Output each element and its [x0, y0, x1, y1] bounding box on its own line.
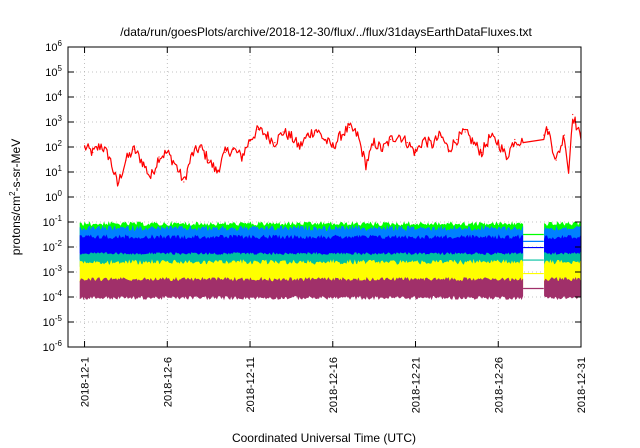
x-tick-label: 2018-12-11	[245, 357, 257, 412]
series-band-6	[544, 277, 581, 301]
x-axis-label: Coordinated Universal Time (UTC)	[232, 431, 416, 445]
y-tick-label: 10-3	[43, 264, 63, 279]
series-point-0	[505, 156, 508, 158]
series-point-0	[555, 159, 557, 161]
series-point-0	[249, 138, 251, 141]
y-tick-label: 106	[45, 39, 62, 54]
series-point-0	[191, 153, 193, 156]
series-point-0	[464, 131, 466, 133]
series-point-0	[472, 141, 475, 144]
series-point-0	[299, 146, 301, 148]
series-point-0	[150, 176, 152, 179]
series-point-0	[265, 134, 268, 136]
series-point-0	[307, 134, 309, 136]
series-point-0	[448, 148, 450, 151]
series-point-0	[423, 138, 425, 141]
series-point-0	[348, 126, 350, 129]
x-tick-label: 2018-12-1	[80, 357, 92, 407]
series-point-0	[390, 138, 392, 141]
series-point-0	[567, 171, 570, 173]
plot-area	[79, 113, 582, 301]
series-point-0	[381, 148, 384, 151]
series-point-0	[398, 134, 400, 136]
series-point-0	[100, 144, 102, 146]
series-point-0	[373, 141, 375, 144]
grid	[68, 46, 582, 348]
series-point-0	[414, 151, 417, 154]
series-point-0	[257, 128, 259, 131]
series-point-0	[522, 141, 524, 144]
y-tick-label: 10-1	[43, 214, 63, 229]
y-tick-label: 10-6	[43, 339, 63, 354]
y-tick-label: 101	[45, 164, 62, 179]
series-point-0	[365, 163, 367, 166]
series-point-0	[216, 171, 218, 173]
y-tick-label: 10-4	[43, 289, 63, 304]
series-point-0	[323, 138, 326, 141]
series-point-0	[406, 141, 408, 144]
series-point-0	[92, 151, 94, 154]
series-point-0	[141, 161, 144, 163]
series-point-0	[543, 134, 545, 136]
series-point-0	[497, 141, 499, 144]
series-point-0	[117, 184, 119, 186]
y-tick-label: 103	[45, 114, 62, 129]
series-point-0	[158, 156, 160, 158]
series-point-0	[332, 146, 334, 148]
x-tick-label: 2018-12-16	[328, 357, 340, 413]
series-point-0	[563, 134, 566, 136]
series-point-0	[431, 144, 433, 146]
series-point-0	[208, 159, 210, 161]
series-point-0	[456, 138, 458, 141]
x-tick-label: 2018-12-31	[576, 357, 588, 413]
y-axis-label: protons/cm2-s-sr-MeV	[8, 139, 23, 255]
y-tick-label: 105	[45, 64, 62, 79]
series-point-0	[224, 151, 226, 154]
series-point-0	[290, 136, 293, 138]
series-point-0	[174, 163, 177, 166]
series-point-0	[183, 181, 185, 183]
series-point-0	[356, 134, 359, 136]
y-tick-label: 10-2	[43, 239, 63, 254]
x-axis: 2018-12-1 2018-12-6 2018-12-11 2018-12-16 20…	[80, 47, 588, 413]
series-point-0	[199, 146, 201, 148]
series-point-0	[489, 136, 491, 138]
y-tick-label: 100	[45, 189, 62, 204]
series-point-0	[315, 128, 317, 131]
series-point-0	[572, 113, 574, 116]
series-point-0	[241, 156, 243, 158]
chart-title: /data/run/goesPlots/archive/2018-12-30/f…	[120, 25, 532, 39]
series-point-0	[166, 151, 168, 154]
series-band-6	[79, 276, 524, 301]
series-point-0	[232, 148, 235, 151]
series-point-0	[133, 148, 135, 151]
y-axis: 10-6 10-5 10-4 10-3 10-2 10-1 100 101 102 103 104 1…	[43, 39, 581, 354]
series-point-0	[514, 138, 516, 141]
series-point-0	[108, 156, 110, 158]
series-point-0	[83, 146, 86, 148]
series-point-0	[439, 134, 441, 136]
y-tick-label: 102	[45, 139, 62, 154]
x-tick-label: 2018-12-21	[411, 357, 423, 413]
x-tick-label: 2018-12-26	[493, 357, 505, 413]
series-point-0	[547, 128, 549, 131]
series-point-0	[340, 134, 342, 136]
series-point-0	[274, 141, 276, 144]
series-point-0	[125, 159, 127, 161]
y-tick-label: 10-5	[43, 314, 63, 329]
x-tick-label: 2018-12-6	[162, 357, 174, 407]
series-line-0	[83, 116, 582, 187]
series-point-0	[481, 151, 483, 154]
y-tick-label: 104	[45, 89, 62, 104]
series-point-0	[282, 131, 284, 133]
